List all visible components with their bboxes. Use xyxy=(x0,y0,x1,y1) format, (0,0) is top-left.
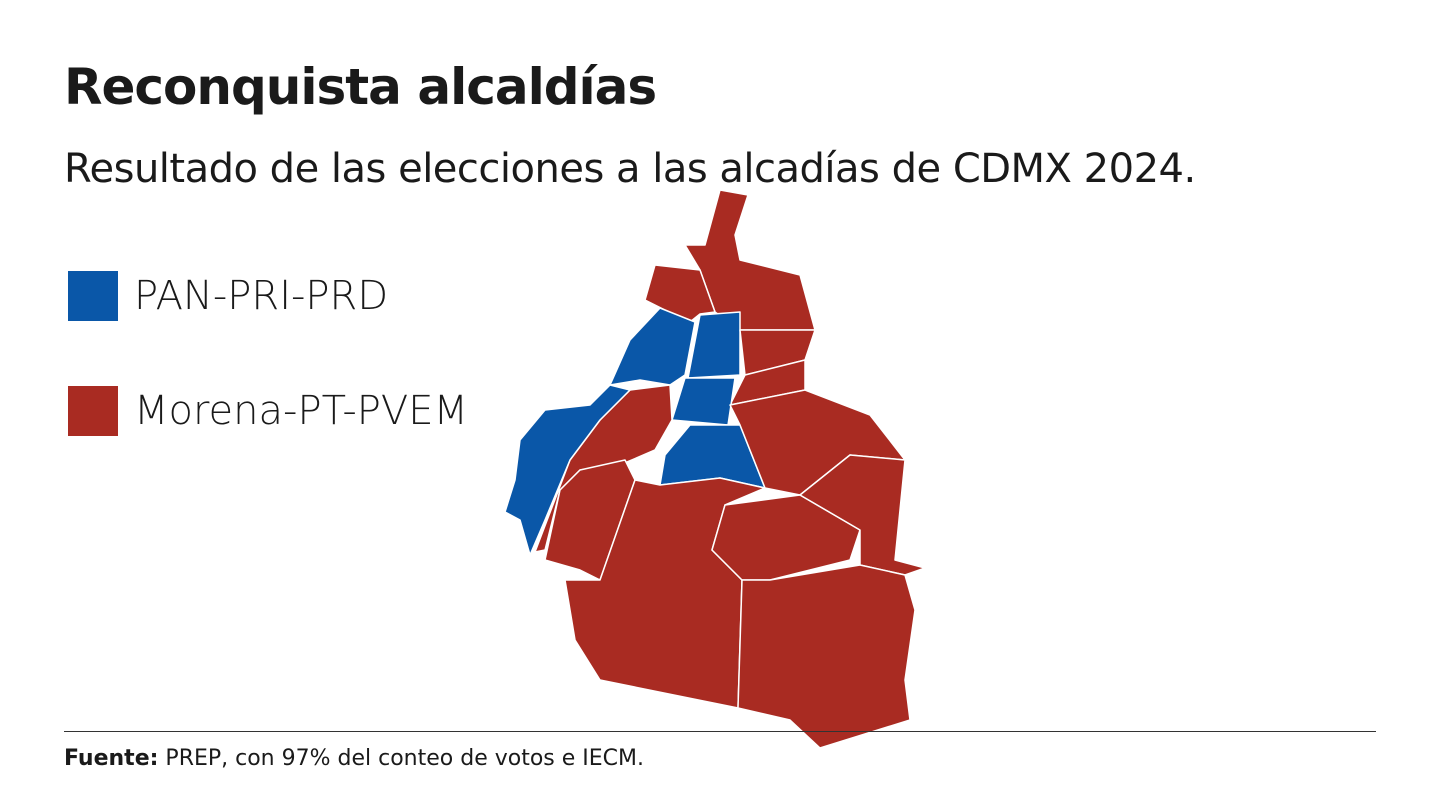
district xyxy=(609,307,696,386)
district xyxy=(687,311,741,379)
source-text: PREP, con 97% del conteo de votos e IECM… xyxy=(165,746,644,771)
legend-swatch xyxy=(68,386,118,436)
legend-item: PAN-PRI-PRD xyxy=(68,271,388,321)
divider xyxy=(64,731,1376,732)
district xyxy=(504,384,631,556)
legend-label: Morena-PT-PVEM xyxy=(134,388,469,434)
legend-item: Morena-PT-PVEM xyxy=(68,386,468,436)
subtitle: Resultado de las elecciones a las alcadí… xyxy=(64,146,1196,192)
legend-label: PAN-PRI-PRD xyxy=(134,273,389,319)
district xyxy=(644,264,716,323)
district xyxy=(671,377,736,426)
source-label: Fuente: xyxy=(64,746,159,771)
district xyxy=(684,189,816,331)
source: Fuente: PREP, con 97% del conteo de voto… xyxy=(64,746,644,771)
legend-swatch xyxy=(68,271,118,321)
district xyxy=(544,459,636,581)
title: Reconquista alcaldías xyxy=(64,58,657,116)
district xyxy=(737,564,916,749)
